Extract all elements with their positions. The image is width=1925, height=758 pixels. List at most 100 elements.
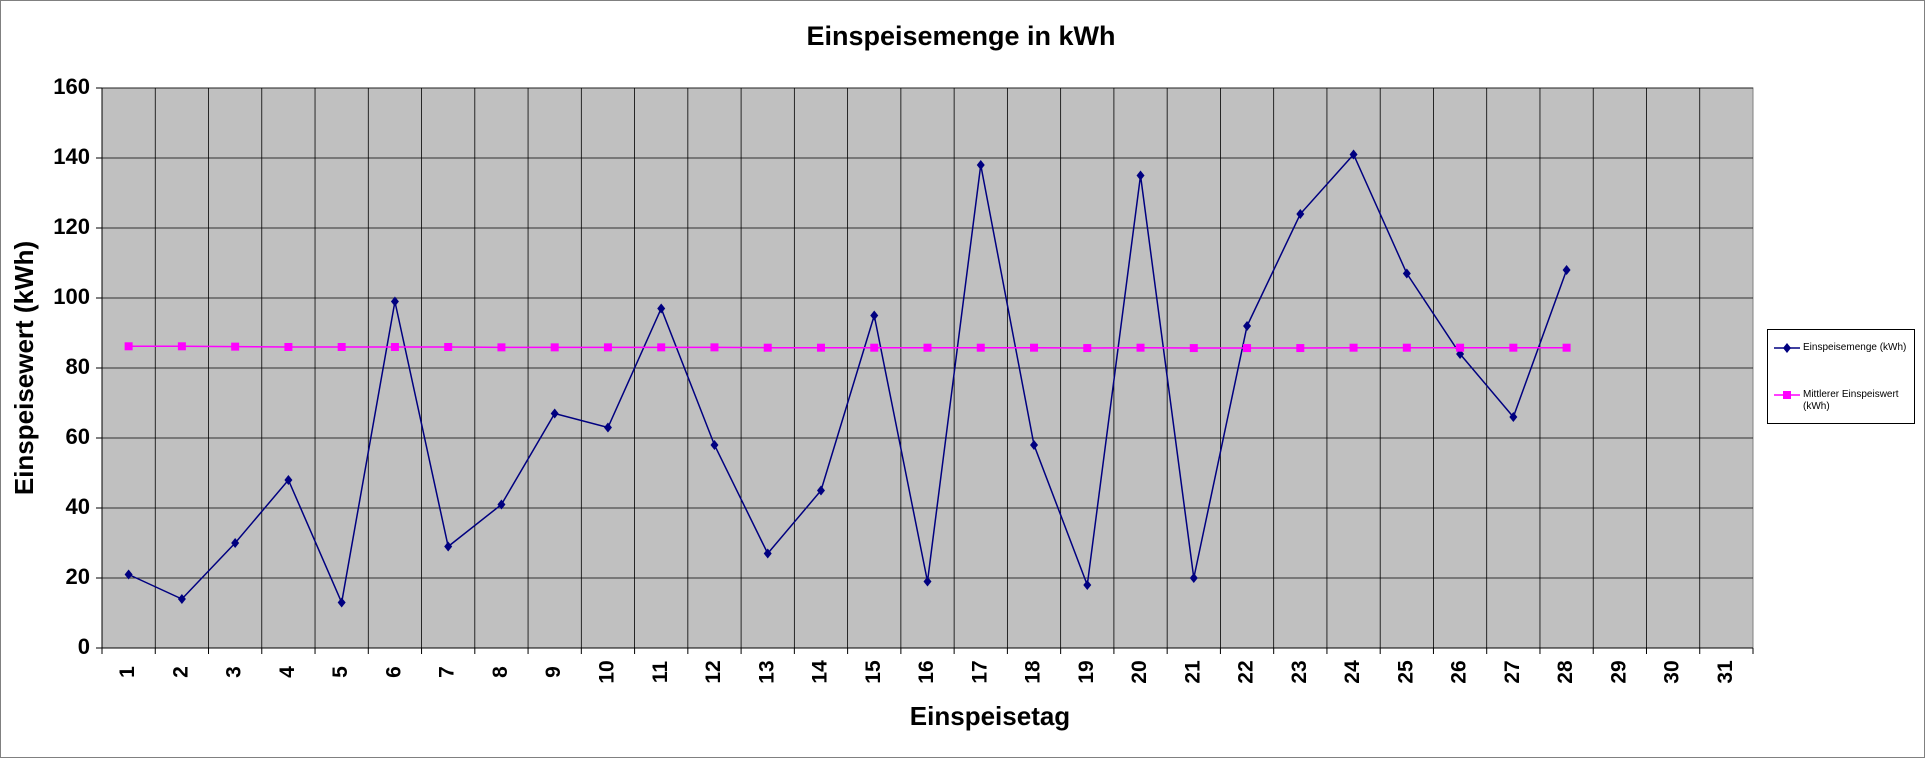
x-tick-label: 29: [1607, 660, 1630, 683]
point: [550, 343, 559, 352]
y-tick-label: 40: [66, 494, 90, 519]
point: [923, 343, 932, 352]
point: [1296, 209, 1305, 219]
point: [603, 422, 612, 433]
x-tick-label: 13: [755, 660, 778, 683]
legend-swatch: [1774, 343, 1800, 353]
point: [1189, 573, 1198, 583]
x-tick-label: 15: [862, 660, 885, 684]
point: [231, 538, 240, 548]
point: [710, 343, 719, 352]
point: [390, 343, 399, 351]
x-tick-label: 27: [1501, 660, 1524, 683]
y-tick-label: 20: [66, 564, 90, 589]
point: [1030, 440, 1039, 450]
x-tick-label: 25: [1394, 660, 1417, 684]
legend-entry: Mittlerer Einspeiswert (kWh): [1774, 389, 1908, 413]
x-tick-label: 26: [1448, 660, 1471, 683]
x-tick-label: 3: [223, 666, 246, 678]
legend-marker: [1783, 391, 1791, 399]
x-tick-label: 31: [1714, 660, 1737, 684]
point: [1243, 321, 1252, 331]
point: [444, 343, 453, 351]
point: [1030, 343, 1039, 352]
point: [1402, 268, 1411, 279]
point: [1083, 344, 1092, 353]
y-tick-label: 120: [53, 214, 90, 239]
point: [177, 342, 186, 351]
x-tick-label: 17: [968, 660, 991, 683]
point: [444, 541, 453, 552]
point: [231, 342, 240, 351]
series-line: [128, 153, 1568, 606]
x-tick-label: 2: [169, 666, 192, 678]
y-tick-label: 0: [78, 634, 90, 659]
point: [1402, 343, 1411, 352]
point: [1509, 412, 1518, 422]
point: [1296, 344, 1305, 353]
x-tick-label: 30: [1661, 660, 1684, 683]
legend-label: Mittlerer Einspeiswert (kWh): [1803, 389, 1899, 412]
point: [976, 343, 985, 352]
point: [177, 594, 186, 604]
point: [1136, 343, 1145, 352]
point: [390, 296, 399, 307]
x-tick-label: 8: [489, 666, 512, 678]
legend-entry: Einspeisemenge (kWh): [1774, 342, 1908, 354]
point: [1243, 344, 1252, 353]
point: [497, 499, 506, 510]
point: [124, 569, 133, 580]
point: [1456, 343, 1465, 352]
x-tick-label: 20: [1128, 660, 1151, 683]
x-tick-label: 7: [436, 666, 459, 678]
x-tick-label: 12: [702, 660, 725, 683]
legend: Einspeisemenge (kWh) Mittlerer Einspeiswe…: [1767, 329, 1915, 424]
point: [603, 343, 612, 352]
legend-label: Einspeisemenge (kWh): [1803, 342, 1907, 353]
point: [1083, 580, 1092, 590]
x-tick-label: 16: [915, 660, 938, 683]
x-tick-label: 22: [1235, 660, 1258, 683]
x-tick-label: 1: [116, 666, 139, 678]
x-tick-label: 5: [329, 666, 352, 678]
point: [816, 343, 825, 352]
x-tick-label: 10: [595, 660, 618, 683]
y-axis-title: Einspeisewert (kWh): [9, 241, 39, 495]
point: [816, 485, 825, 496]
point: [976, 160, 985, 170]
point: [870, 343, 879, 352]
point: [763, 548, 772, 559]
series-line: [128, 345, 1567, 349]
x-tick-label: 28: [1554, 660, 1577, 684]
point: [124, 342, 133, 351]
point: [923, 576, 932, 587]
x-tick-label: 18: [1022, 660, 1045, 684]
y-tick-label: 60: [66, 424, 90, 449]
y-tick-label: 140: [53, 144, 90, 169]
point: [497, 343, 506, 352]
x-tick-label: 23: [1288, 660, 1311, 683]
y-tick-label: 80: [66, 354, 90, 379]
point: [1349, 149, 1358, 160]
point: [763, 343, 772, 352]
x-tick-label: 21: [1181, 660, 1204, 684]
point: [1562, 265, 1571, 275]
point: [337, 343, 346, 351]
point: [284, 343, 293, 351]
point: [1136, 170, 1145, 181]
x-tick-label: 11: [649, 661, 672, 684]
point: [337, 597, 346, 608]
x-tick-label: 24: [1341, 660, 1364, 684]
point: [284, 475, 293, 485]
point: [1509, 343, 1518, 352]
legend-swatch: [1774, 391, 1800, 399]
point: [657, 343, 666, 352]
point: [550, 408, 559, 419]
legend-marker: [1783, 343, 1791, 353]
point: [1349, 343, 1358, 352]
point: [1562, 343, 1571, 352]
chart-title: Einspeisemenge in kWh: [806, 21, 1115, 51]
x-tick-label: 4: [276, 666, 299, 678]
